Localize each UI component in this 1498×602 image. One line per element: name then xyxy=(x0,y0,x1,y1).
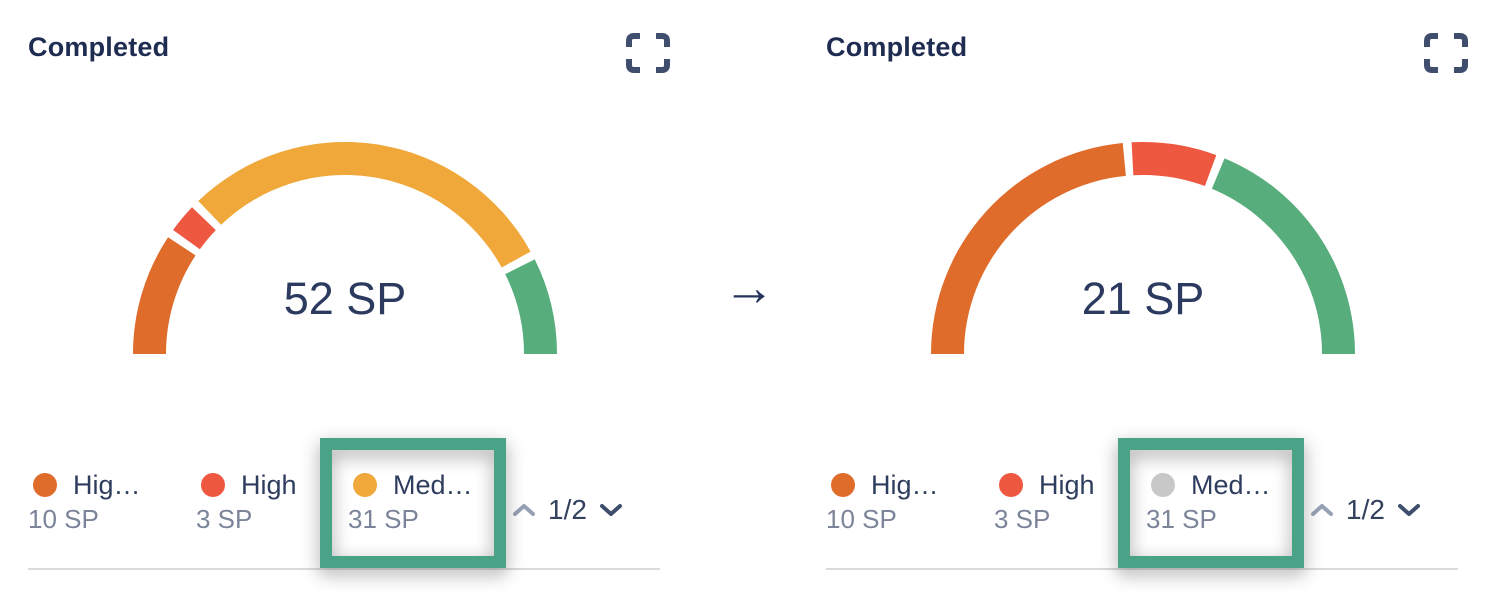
chevron-up-icon[interactable] xyxy=(1310,502,1334,518)
legend-item-medium[interactable]: Med… 31 SP xyxy=(1146,470,1296,535)
legend-color-dot xyxy=(831,473,855,497)
legend-pager: 1/2 xyxy=(512,494,623,526)
fullscreen-button[interactable] xyxy=(622,31,674,77)
legend: Hig… 10 SP High 3 SP Med… 31 SP 1/2 xyxy=(0,470,700,540)
completed-widget-before: Completed 52 SP Hig… 10 SP High 3 SP xyxy=(0,0,700,602)
divider xyxy=(28,568,660,570)
legend-color-dot xyxy=(353,473,377,497)
chevron-down-icon[interactable] xyxy=(1397,502,1421,518)
legend-pager: 1/2 xyxy=(1310,494,1421,526)
legend-item-medium[interactable]: Med… 31 SP xyxy=(348,470,498,535)
gauge-chart xyxy=(931,142,1355,354)
legend-label: Med… xyxy=(1191,469,1271,500)
legend: Hig… 10 SP High 3 SP Med… 31 SP 1/2 xyxy=(798,470,1498,540)
legend-label: Hig… xyxy=(73,469,141,500)
legend-color-dot xyxy=(999,473,1023,497)
legend-color-dot xyxy=(201,473,225,497)
legend-item-high[interactable]: High 3 SP xyxy=(994,470,1144,535)
gauge-segment[interactable] xyxy=(1131,142,1217,187)
divider xyxy=(826,568,1458,570)
legend-color-dot xyxy=(33,473,57,497)
gauge-center-value: 21 SP xyxy=(1081,273,1205,324)
legend-label: High xyxy=(1039,469,1095,500)
legend-value: 10 SP xyxy=(28,504,99,534)
legend-color-dot xyxy=(1151,473,1175,497)
legend-value: 3 SP xyxy=(196,504,253,534)
fullscreen-icon xyxy=(1424,33,1468,73)
legend-value: 31 SP xyxy=(1146,504,1217,534)
transition-arrow: → xyxy=(723,259,775,317)
fullscreen-icon xyxy=(626,33,670,73)
gauge-segment[interactable] xyxy=(198,142,531,268)
chevron-up-icon[interactable] xyxy=(512,502,536,518)
gauge-chart xyxy=(133,142,557,354)
legend-page-indicator: 1/2 xyxy=(548,494,587,525)
gauge-segment[interactable] xyxy=(505,259,557,354)
legend-page-indicator: 1/2 xyxy=(1346,494,1385,525)
widget-title: Completed xyxy=(28,32,170,62)
gauge-segment[interactable] xyxy=(1211,158,1355,354)
fullscreen-button[interactable] xyxy=(1420,31,1472,77)
legend-label: Med… xyxy=(393,469,473,500)
legend-item-high[interactable]: High 3 SP xyxy=(196,470,346,535)
legend-item-highest[interactable]: Hig… 10 SP xyxy=(826,470,976,535)
widget-title: Completed xyxy=(826,32,968,62)
gauge-segment[interactable] xyxy=(133,237,196,354)
legend-value: 10 SP xyxy=(826,504,897,534)
legend-value: 3 SP xyxy=(994,504,1051,534)
gauge-center-value: 52 SP xyxy=(283,273,407,324)
gauge-segment[interactable] xyxy=(931,142,1126,354)
legend-label: Hig… xyxy=(871,469,939,500)
legend-value: 31 SP xyxy=(348,504,419,534)
legend-item-highest[interactable]: Hig… 10 SP xyxy=(28,470,178,535)
gauge-segment[interactable] xyxy=(173,207,216,250)
chevron-down-icon[interactable] xyxy=(599,502,623,518)
completed-widget-after: Completed 21 SP Hig… 10 SP High 3 SP xyxy=(798,0,1498,602)
legend-label: High xyxy=(241,469,297,500)
